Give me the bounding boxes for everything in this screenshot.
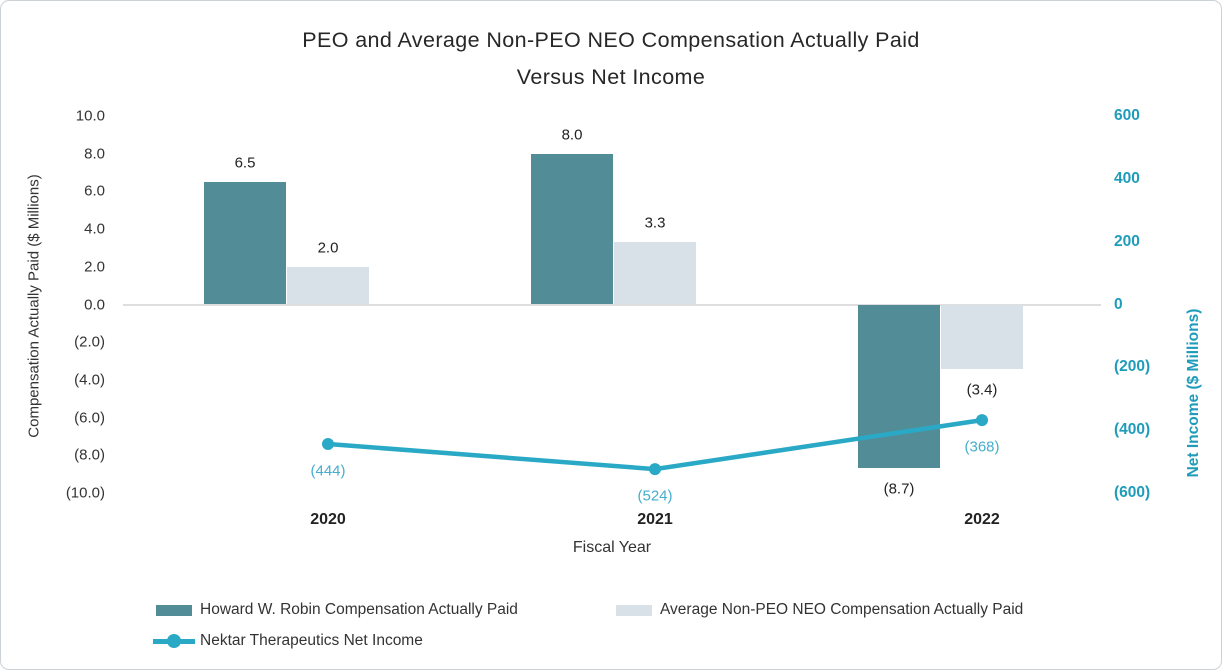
right-axis-tick-label: 400 — [1114, 169, 1140, 187]
legend-swatch-dark-bar — [156, 604, 192, 616]
left-axis-tick-label: 10.0 — [75, 107, 105, 125]
right-axis-tick-label: 600 — [1114, 107, 1140, 124]
bar-series2-2022 — [941, 304, 1023, 369]
line-data-label: (524) — [637, 487, 673, 505]
x-axis-category-label: 2020 — [310, 511, 346, 528]
line-marker — [322, 437, 334, 450]
legend-swatch-light-bar — [616, 604, 652, 616]
left-axis-tick-label: (6.0) — [74, 409, 105, 427]
x-axis-category-label: 2022 — [964, 511, 1000, 528]
left-axis-tick-label: 6.0 — [84, 182, 105, 200]
chart-title-line2: Versus Net Income — [516, 65, 706, 89]
bar-data-label: 2.0 — [317, 239, 339, 257]
right-axis-tick-label: 0 — [1114, 295, 1123, 313]
line-marker — [649, 463, 661, 476]
bar-series2-2020 — [287, 266, 369, 305]
bar-series2-2021 — [614, 242, 696, 305]
bar-series1-2021 — [531, 153, 613, 305]
bar-data-label: 3.3 — [644, 214, 666, 232]
bar-data-label: (3.4) — [966, 381, 998, 399]
line-data-label: (368) — [964, 438, 1000, 456]
bar-series1-2022 — [858, 304, 940, 469]
x-axis-title: Fiscal Year — [572, 539, 652, 556]
left-axis-tick-label: 4.0 — [84, 220, 105, 238]
left-axis-tick-label: (8.0) — [74, 446, 105, 464]
left-axis-tick-label: 2.0 — [84, 258, 105, 276]
legend-label: Nektar Therapeutics Net Income — [200, 632, 423, 649]
x-axis-category-label: 2021 — [637, 511, 673, 528]
legend-entry-peo-compensation: Howard W. Robin Compensation Actually Pa… — [156, 597, 518, 623]
chart-title: PEO and Average Non-PEO NEO Compensation… — [1, 22, 1221, 96]
line-data-label: (444) — [310, 462, 346, 480]
legend-entry-neo-compensation: Average Non-PEO NEO Compensation Actuall… — [616, 597, 1023, 623]
bar-series1-2020 — [204, 181, 286, 305]
line-marker — [976, 414, 988, 427]
right-axis-tick-label: 200 — [1114, 232, 1140, 250]
chart-title-line1: PEO and Average Non-PEO NEO Compensation… — [302, 28, 920, 52]
legend-line-marker-icon — [153, 633, 195, 649]
zero-gridline — [123, 303, 1101, 306]
bar-data-label: 8.0 — [561, 126, 583, 144]
right-axis-tick-label: (600) — [1114, 484, 1151, 501]
left-axis-tick-label: 8.0 — [84, 145, 105, 163]
right-axis-tick-label: (400) — [1114, 421, 1151, 439]
legend-label: Howard W. Robin Compensation Actually Pa… — [200, 601, 518, 618]
bar-data-label: 6.5 — [234, 154, 256, 172]
left-axis-tick-label: (4.0) — [74, 371, 105, 389]
legend-label: Average Non-PEO NEO Compensation Actuall… — [660, 601, 1024, 618]
left-axis-tick-label: (2.0) — [74, 333, 105, 351]
left-axis-tick-label: (10.0) — [65, 484, 105, 502]
legend-entry-net-income: Nektar Therapeutics Net Income — [153, 628, 423, 654]
right-axis-tick-label: (200) — [1114, 358, 1151, 376]
left-axis-tick-label: 0.0 — [84, 296, 105, 313]
bar-data-label: (8.7) — [883, 480, 915, 498]
